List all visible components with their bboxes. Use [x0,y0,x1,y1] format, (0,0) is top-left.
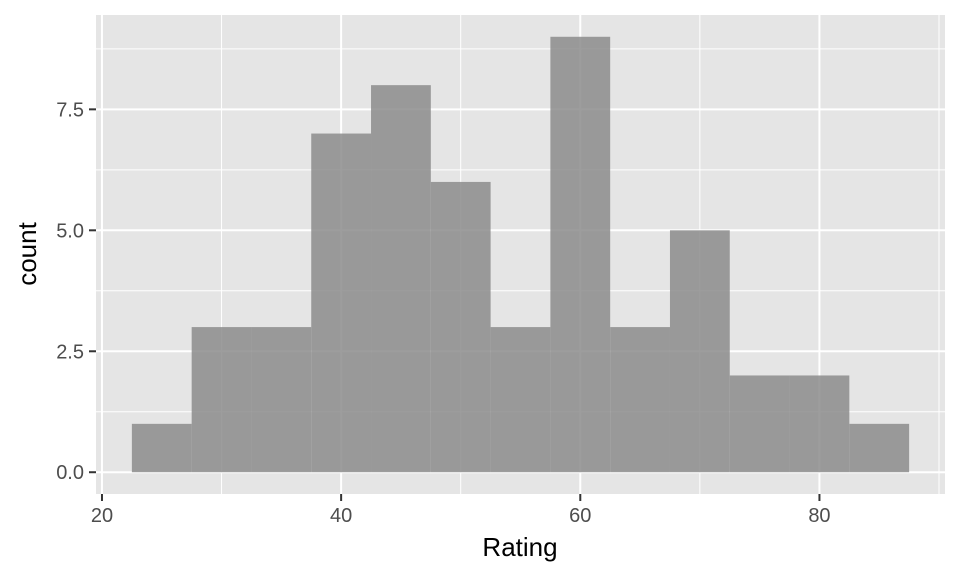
y-axis: 0.0 2.5 5.0 7.5 [56,99,96,484]
histogram-bar [430,181,491,473]
y-axis-title: count [12,221,42,285]
x-tick-label: 60 [569,505,591,527]
histogram-bar [849,423,910,473]
y-tick-label: 0.0 [56,462,84,484]
y-tick-label: 2.5 [56,341,84,363]
histogram-bar [131,423,192,473]
histogram-bar [550,36,611,473]
histogram-bars [131,36,910,473]
histogram-bar [729,375,790,473]
histogram-bar [251,327,312,473]
x-axis: 20 40 60 80 [91,494,831,527]
histogram-bar [669,230,730,473]
x-tick-label: 20 [91,505,113,527]
histogram-bar [610,327,670,473]
y-tick-label: 5.0 [56,220,84,242]
x-tick-label: 40 [330,505,352,527]
histogram-bar [490,327,551,473]
histogram-bar [371,85,431,473]
x-axis-title: Rating [482,532,557,562]
histogram-bar [191,327,252,473]
histogram-bar [311,133,372,473]
y-tick-label: 7.5 [56,99,84,121]
x-tick-label: 80 [808,505,830,527]
histogram-bar [789,375,850,473]
